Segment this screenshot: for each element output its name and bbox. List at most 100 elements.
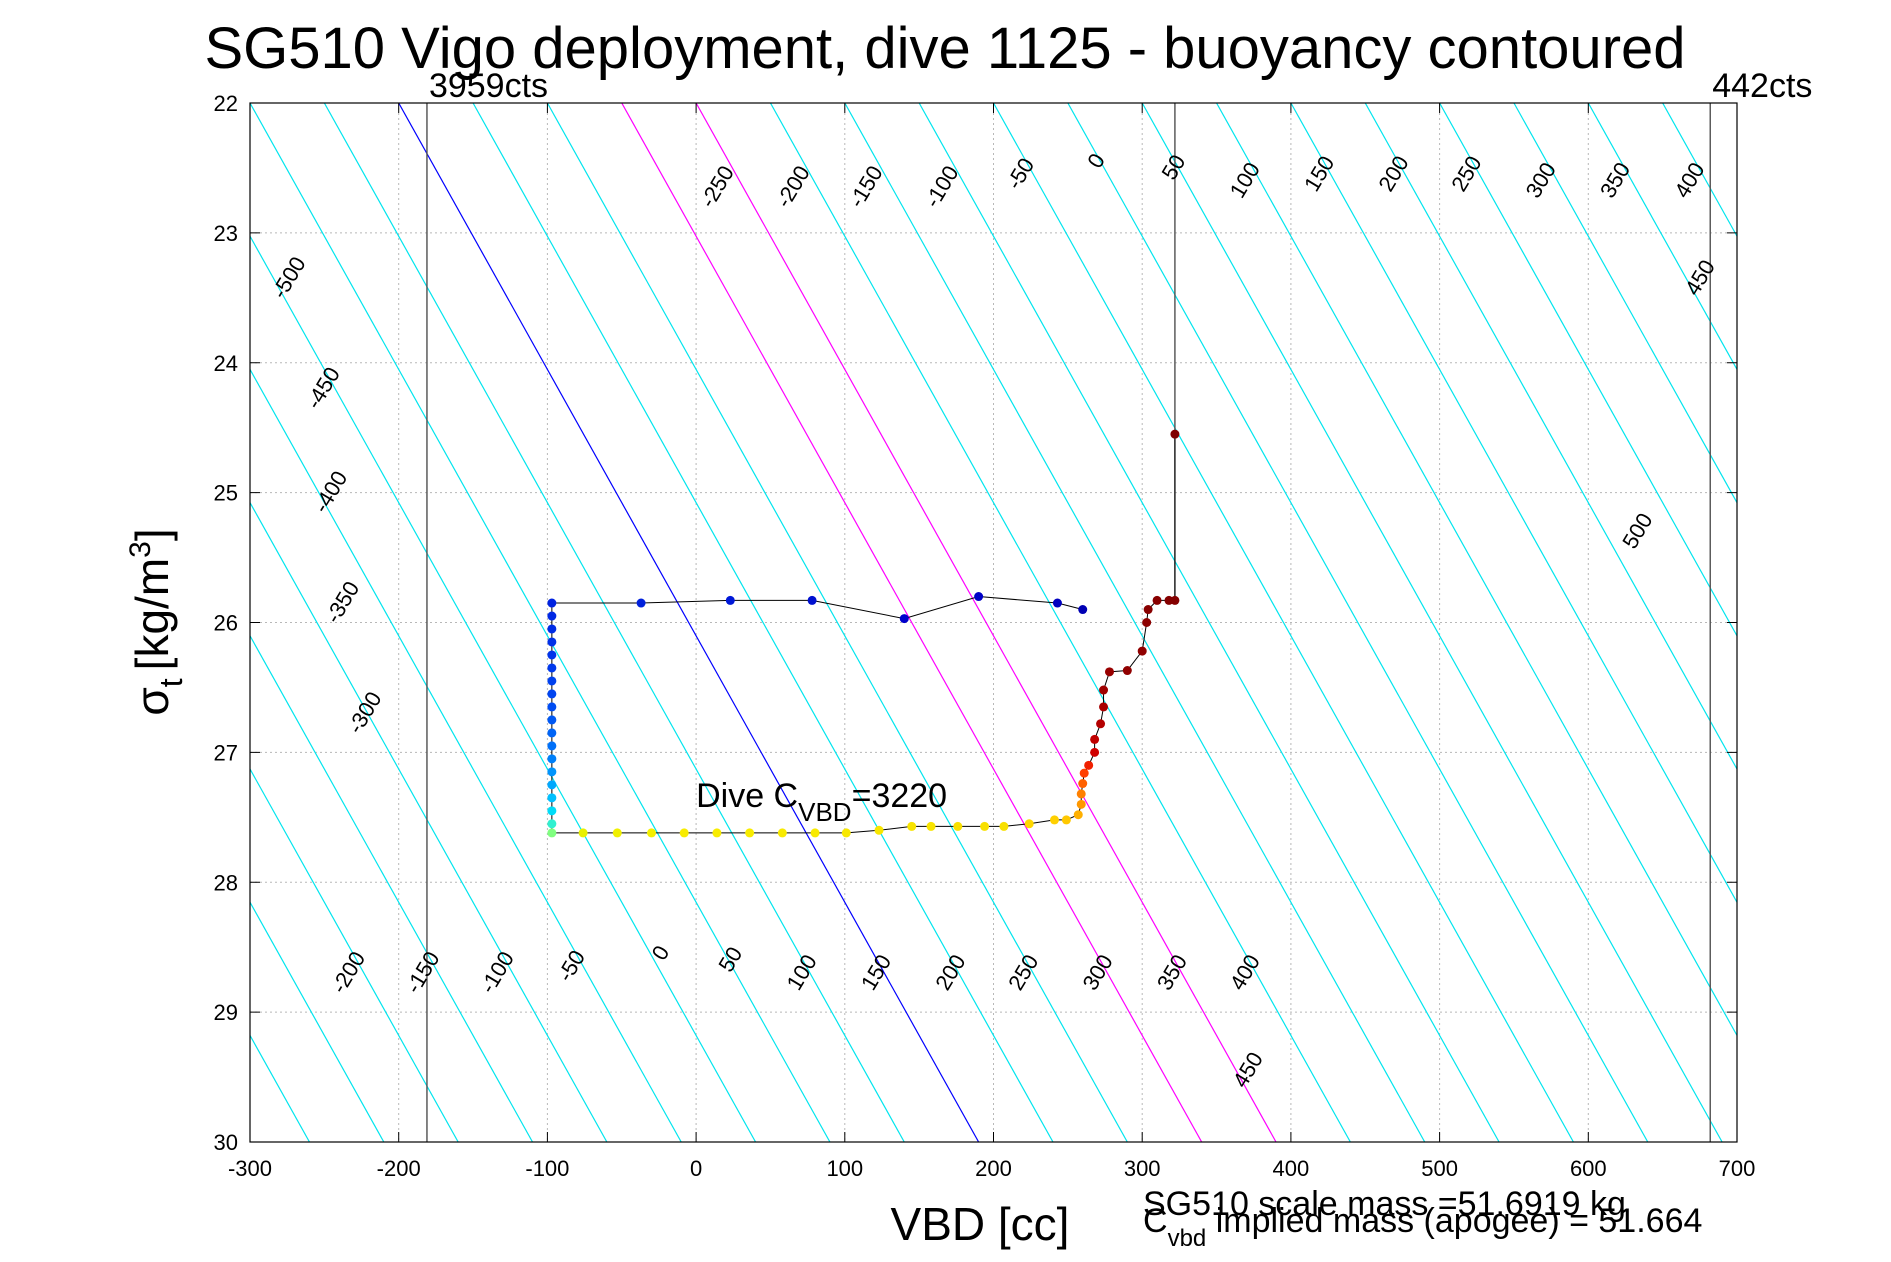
dive-cvbd-annotation: Dive CVBD=3220	[696, 777, 947, 827]
contour-label: 150	[856, 950, 896, 994]
dive-point	[1078, 605, 1088, 615]
dive-point	[1076, 799, 1086, 809]
dive-point	[1090, 734, 1100, 744]
dive-point	[725, 595, 735, 605]
dive-point	[547, 715, 557, 725]
dive-point	[1078, 779, 1088, 789]
vbd-limit-label: 3959cts	[429, 67, 548, 105]
dive-point	[547, 828, 557, 838]
contour-line	[1290, 103, 1737, 904]
dive-point	[874, 825, 884, 835]
contour-label: -450	[301, 363, 345, 414]
dive-point	[547, 702, 557, 712]
contour-label: 100	[1225, 158, 1265, 202]
x-tick-label: 700	[1719, 1156, 1756, 1181]
contour-label: 0	[1082, 149, 1110, 172]
scale-mass-label: SG510 scale mass =51.6919 kg	[1143, 1185, 1626, 1223]
dive-point	[1170, 595, 1180, 605]
contour-line	[695, 103, 1277, 1142]
contour-label: 300	[1521, 158, 1561, 202]
contour-line	[546, 103, 1128, 1142]
dive-point	[612, 828, 622, 838]
contour-labels: -500-450-400-350-300-250 -200 -150 -100 -50 0…	[267, 149, 1720, 1092]
dive-point	[1049, 815, 1059, 825]
contour-line	[250, 900, 385, 1142]
x-axis-label: VBD [cc]	[891, 1198, 1070, 1250]
contour-label: -300	[342, 687, 386, 738]
dive-point	[1073, 810, 1083, 820]
dive-point	[745, 828, 755, 838]
dive-point	[1104, 667, 1114, 677]
x-tick-label: -100	[525, 1156, 569, 1181]
contour-label: 250	[1003, 950, 1043, 994]
contour-line	[0, 103, 235, 1142]
dive-point	[980, 821, 990, 831]
contour-label: 350	[1595, 158, 1635, 202]
dive-point	[1143, 605, 1153, 615]
contour-line	[992, 103, 1574, 1142]
dive-point	[712, 828, 722, 838]
y-tick-label: 29	[214, 1000, 238, 1025]
dive-point	[547, 819, 557, 829]
dive-point	[953, 821, 963, 831]
contour-line	[398, 103, 980, 1142]
contour-line	[844, 103, 1426, 1142]
contour-label: 50	[1156, 150, 1190, 184]
dive-point	[1084, 760, 1094, 770]
contour-line	[1216, 103, 1737, 1037]
contour-label: -100	[919, 161, 963, 212]
y-tick-label: 22	[214, 91, 238, 116]
dive-point	[547, 754, 557, 764]
x-tick-label: -300	[228, 1156, 272, 1181]
dive-point	[547, 676, 557, 686]
contour-line	[250, 103, 831, 1142]
dive-curve	[547, 429, 1180, 838]
contour-line	[250, 767, 459, 1142]
contour-label: 50	[713, 942, 747, 976]
contour-line	[621, 103, 1203, 1142]
contour-label: -400	[308, 466, 352, 517]
dive-point	[547, 728, 557, 738]
dive-point	[899, 614, 909, 624]
dive-point	[547, 689, 557, 699]
dive-point	[926, 821, 936, 831]
contour-line	[1587, 103, 1737, 371]
contour-line	[250, 234, 757, 1142]
dive-point	[1052, 598, 1062, 608]
y-tick-label: 27	[214, 740, 238, 765]
contour-label: -200	[771, 161, 815, 212]
dive-point	[1090, 747, 1100, 757]
dive-point	[646, 828, 656, 838]
contour-label: 450	[1228, 1048, 1268, 1092]
dive-point	[547, 780, 557, 790]
y-tick-label: 30	[214, 1130, 238, 1155]
contour-line	[918, 103, 1500, 1142]
dive-point	[547, 741, 557, 751]
contour-line	[769, 103, 1351, 1142]
dive-point	[1099, 702, 1109, 712]
dive-point	[1024, 819, 1034, 829]
dive-point	[547, 611, 557, 621]
contour-line	[323, 103, 905, 1142]
dive-point	[1122, 666, 1132, 676]
contour-label: 350	[1152, 950, 1192, 994]
dive-point	[999, 821, 1009, 831]
dive-point	[907, 821, 917, 831]
contour-label: 400	[1669, 158, 1709, 202]
contour-label: 150	[1299, 151, 1339, 195]
dive-point	[578, 828, 588, 838]
y-tick-label: 25	[214, 481, 238, 506]
contour-line	[250, 501, 608, 1142]
contour-line	[1364, 103, 1737, 771]
x-tick-label: 500	[1421, 1156, 1458, 1181]
contour-line	[1513, 103, 1737, 504]
grid-lines	[249, 102, 1738, 1143]
vbd-limit-label: 442cts	[1712, 67, 1812, 105]
x-tick-label: 200	[975, 1156, 1012, 1181]
dive-point	[1137, 646, 1147, 656]
contour-label: 200	[1373, 151, 1413, 195]
x-tick-label: 300	[1124, 1156, 1161, 1181]
dive-point	[810, 828, 820, 838]
dive-point	[841, 828, 851, 838]
